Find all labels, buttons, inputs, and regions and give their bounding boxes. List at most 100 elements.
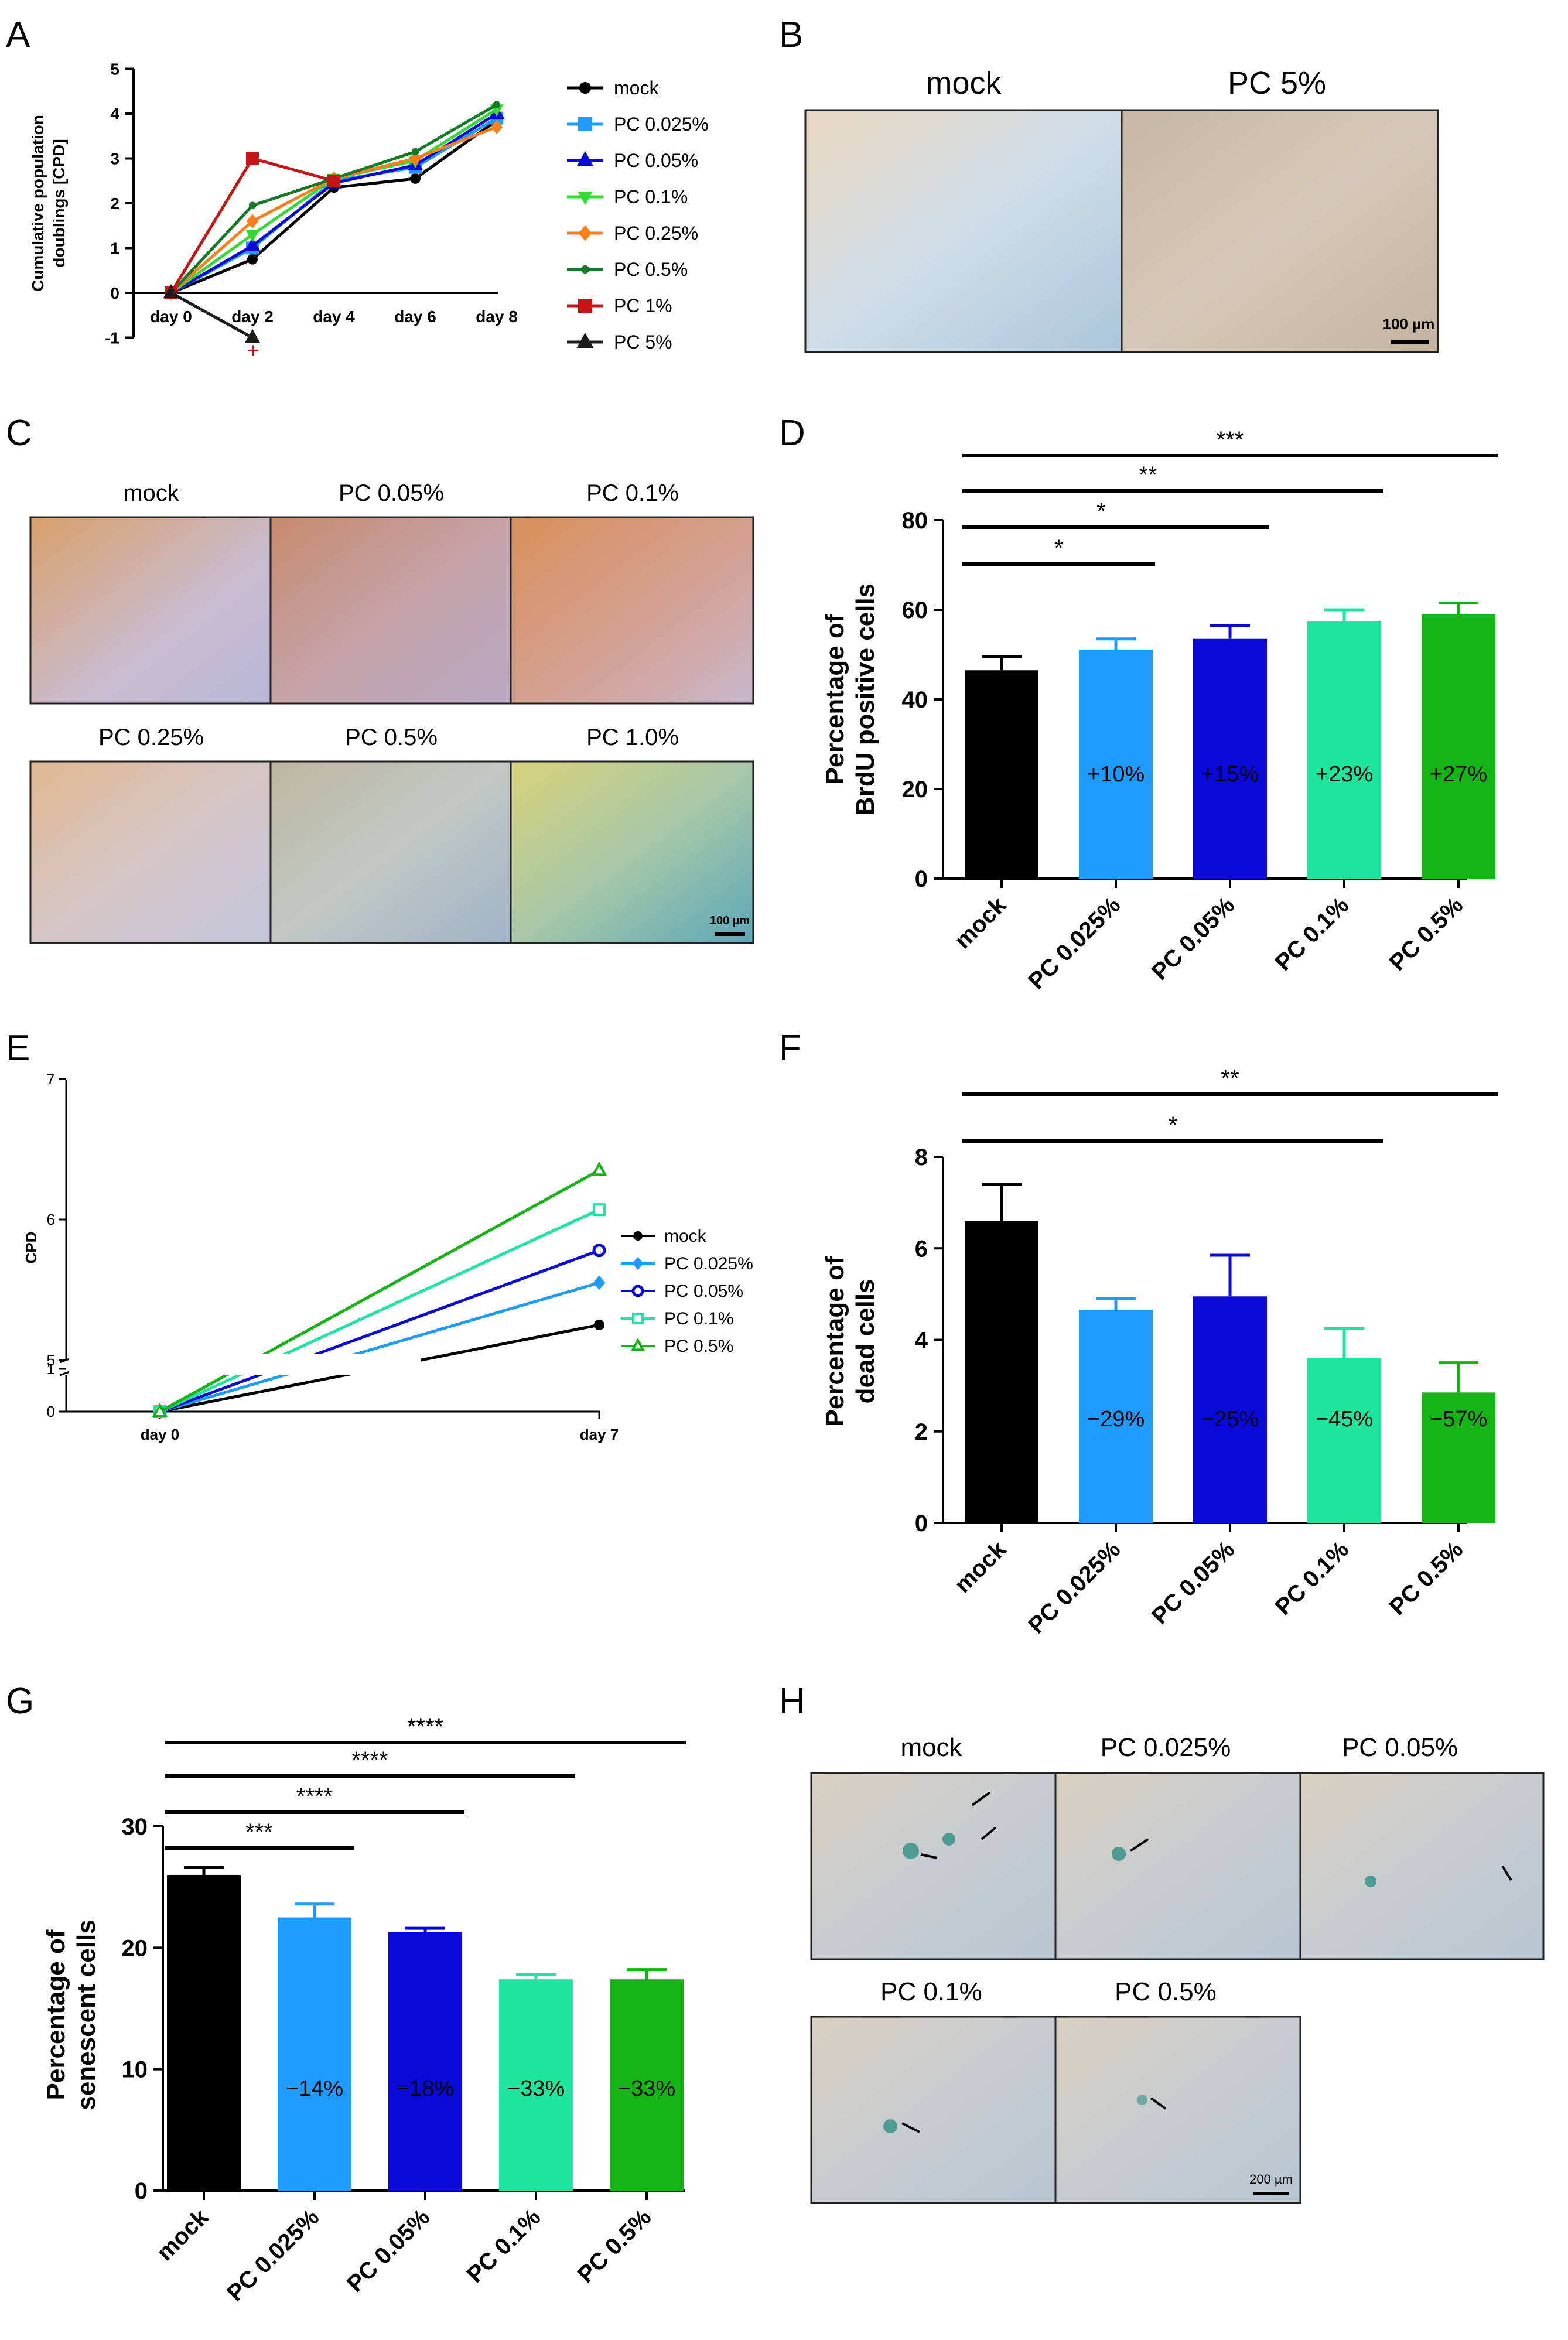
bar	[1307, 1358, 1381, 1523]
bar	[278, 1917, 351, 2191]
significance-bracket: *	[962, 535, 1155, 566]
bar	[1193, 1296, 1267, 1523]
series-pc-0-25-	[165, 119, 503, 300]
panel-h-image-pc01	[810, 2016, 1057, 2204]
panel-d-significance: *******	[962, 427, 1498, 566]
bar-group-mock: mock	[152, 1866, 241, 2266]
legend-label: PC 0.1%	[664, 1309, 733, 1328]
data-point	[578, 299, 592, 313]
y-tick-label: 5	[47, 1351, 55, 1369]
series-line	[159, 1249, 600, 1413]
legend-item: PC 0.05%	[567, 150, 698, 171]
data-point	[594, 1320, 604, 1330]
panel-e-ylabel: CPD	[22, 1232, 40, 1264]
bar-label: −45%	[1316, 1407, 1373, 1432]
y-tick-label: 1	[110, 240, 119, 258]
panel-f-significance: ***	[962, 1065, 1498, 1143]
data-point	[633, 1231, 643, 1241]
x-tick-label: day 0	[150, 308, 192, 326]
bar-label: +27%	[1430, 762, 1487, 787]
y-tick-label: 3	[110, 150, 119, 168]
x-tick-label: PC 0.1%	[1270, 892, 1354, 976]
panel-c-image-pc05	[269, 760, 512, 944]
panel-d-y-ticks: 0 20 40 60 80	[902, 508, 943, 892]
y-tick-label: -1	[105, 329, 119, 347]
x-tick-label: day 0	[141, 1426, 180, 1443]
legend-label: PC 0.5%	[614, 259, 688, 280]
panel-d-bars: mock +10% PC 0.025% +15% PC 0.05% +23% PC 0.1%…	[949, 602, 1495, 994]
panel-a-series	[163, 101, 505, 343]
x-tick-label: mock	[949, 892, 1012, 954]
legend-label: PC 0.1%	[614, 186, 688, 207]
data-point	[579, 82, 591, 94]
series-pc-5-	[163, 284, 261, 343]
panel-letter-a: A	[6, 15, 30, 55]
significance-label: **	[1221, 1065, 1239, 1091]
legend-label: mock	[614, 77, 659, 98]
y-tick-label: 4	[110, 105, 119, 123]
x-tick-label: PC 0.05%	[1147, 892, 1239, 985]
significance-bracket: ****	[165, 1747, 575, 1778]
y-tick-label: 5	[110, 60, 119, 78]
bar	[1079, 650, 1153, 879]
y-tick-label: 8	[915, 1145, 928, 1170]
y-tick-label: 6	[47, 1211, 55, 1228]
y-tick-label: 10	[122, 2057, 148, 2083]
panel-c-image-mock	[29, 516, 272, 705]
panel-c-image-pc005	[269, 516, 512, 705]
panel-h-micrographs: mock PC 0.025% PC 0.05% PC 0.1% PC 0.5% …	[810, 1733, 1545, 2204]
panel-d-ylabel-line2: BrdU positive cells	[851, 583, 880, 815]
data-point	[631, 1285, 644, 1297]
panel-a-chart: -1 0 1 2 3 4 5 day 0 day 2 day 4 day 6 day 8 Cumul…	[29, 60, 709, 363]
bar	[167, 1874, 241, 2191]
bar-label: +23%	[1316, 762, 1373, 787]
significance-label: ***	[1217, 427, 1244, 453]
data-point	[244, 237, 261, 251]
legend-item: PC 0.5%	[621, 1337, 733, 1356]
arrow-icon	[1150, 2097, 1167, 2110]
panel-e-break-mask	[69, 1354, 421, 1375]
panel-c-micrographs: mock PC 0.05% PC 0.1% PC 0.25% PC 0.5% P…	[29, 480, 754, 944]
arrow-icon	[1129, 1838, 1149, 1852]
legend-label: PC 0.25%	[614, 223, 698, 244]
stain-spot	[903, 1843, 919, 1859]
panel-h-image-mock	[810, 1772, 1057, 1960]
x-tick-label: PC 0.05%	[1147, 1536, 1239, 1629]
bar-group-pc-0-1-: +23% PC 0.1%	[1270, 608, 1381, 976]
panel-d-ylabel-line1: Percentage of	[821, 614, 849, 784]
panel-b-scale-label: 100 µm	[1383, 315, 1435, 333]
legend-label: mock	[664, 1227, 707, 1246]
x-tick-label: PC 0.1%	[1270, 1536, 1354, 1620]
bar-label: −18%	[397, 2076, 454, 2101]
legend-item: mock	[621, 1227, 707, 1246]
series-pc-0-05-	[153, 1244, 606, 1419]
data-point	[163, 284, 179, 299]
legend-item: PC 1%	[567, 295, 672, 316]
significance-label: *	[1096, 498, 1106, 524]
panel-e-y-ticks: 0 15 6 7	[47, 1070, 66, 1420]
data-point	[327, 174, 340, 187]
data-point	[244, 329, 261, 343]
panel-letter-g: G	[6, 1681, 34, 1721]
arrow-icon	[920, 1853, 938, 1859]
data-point	[493, 101, 501, 108]
data-point	[592, 1244, 606, 1258]
bar-group-pc-0-025-: −14% PC 0.025%	[222, 1902, 351, 2306]
panel-d-chart: 0 20 40 60 80 Percentage of BrdU positive ce…	[821, 427, 1498, 994]
x-tick-label: PC 0.5%	[1385, 1536, 1468, 1620]
stain-spot	[1137, 2095, 1147, 2105]
y-tick-label: 0	[915, 1511, 928, 1536]
legend-label: PC 0.5%	[664, 1337, 733, 1356]
panel-f-y-ticks: 0 2 4 6 8	[915, 1145, 943, 1536]
bar	[388, 1932, 462, 2191]
y-tick-label: 0	[135, 2178, 148, 2204]
data-point	[576, 332, 594, 348]
series-line	[159, 1208, 600, 1413]
y-tick-label: 30	[122, 1814, 148, 1840]
data-point	[578, 192, 593, 206]
panel-a-legend: mock PC 0.025% PC 0.05% PC 0.1% PC 0.25% PC 0…	[567, 77, 709, 353]
x-tick-label: PC 0.5%	[1385, 892, 1468, 976]
panel-letter-c: C	[6, 413, 32, 453]
panel-c-image-pc025	[29, 760, 272, 944]
significance-bracket: **	[962, 462, 1383, 493]
